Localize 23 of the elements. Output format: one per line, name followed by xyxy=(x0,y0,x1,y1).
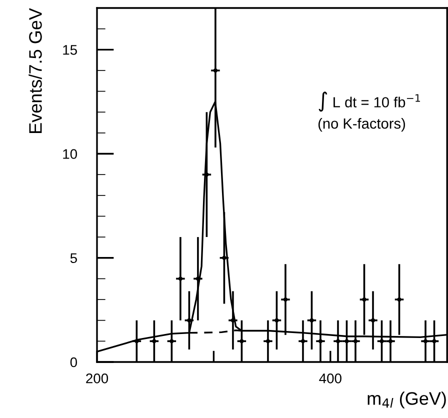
y-tick-label: 15 xyxy=(63,45,77,55)
annotation: ∫ L dt = 10 fb$^{−1}$ xyxy=(318,92,420,112)
point xyxy=(432,339,436,344)
annotation: (no K-factors) xyxy=(318,118,405,132)
point xyxy=(187,318,192,322)
x-axis-title: m$_{4l}$ (GeV) xyxy=(368,392,446,408)
point xyxy=(240,339,244,344)
y-tick-label: 10 xyxy=(63,149,78,159)
y-tick-label: 0 xyxy=(70,357,78,368)
point xyxy=(170,339,174,344)
point xyxy=(380,339,384,344)
point xyxy=(397,297,402,302)
point xyxy=(134,339,139,344)
y-axis-title: Events/7.5 GeV xyxy=(28,8,42,133)
x-tick-label: 200 xyxy=(86,373,108,384)
point xyxy=(362,297,366,302)
y-tick-label: 5 xyxy=(70,253,77,264)
point xyxy=(152,339,156,344)
x-tick-label: 400 xyxy=(319,373,342,384)
point xyxy=(344,339,349,344)
point xyxy=(222,256,226,260)
point xyxy=(274,318,279,322)
point xyxy=(310,318,314,322)
